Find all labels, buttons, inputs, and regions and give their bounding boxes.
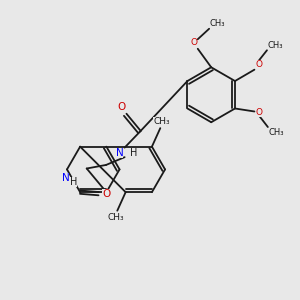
Text: CH₃: CH₃ bbox=[154, 117, 170, 126]
Text: N: N bbox=[61, 173, 69, 183]
Text: O: O bbox=[190, 38, 197, 47]
Text: H: H bbox=[130, 148, 138, 158]
Text: CH₃: CH₃ bbox=[210, 19, 225, 28]
Text: O: O bbox=[256, 60, 263, 69]
Text: O: O bbox=[118, 102, 126, 112]
Text: CH₃: CH₃ bbox=[268, 41, 283, 50]
Text: CH₃: CH₃ bbox=[268, 128, 284, 137]
Text: CH₃: CH₃ bbox=[107, 213, 124, 222]
Text: H: H bbox=[70, 177, 77, 187]
Text: N: N bbox=[116, 148, 123, 158]
Text: O: O bbox=[102, 189, 110, 199]
Text: O: O bbox=[256, 108, 263, 117]
